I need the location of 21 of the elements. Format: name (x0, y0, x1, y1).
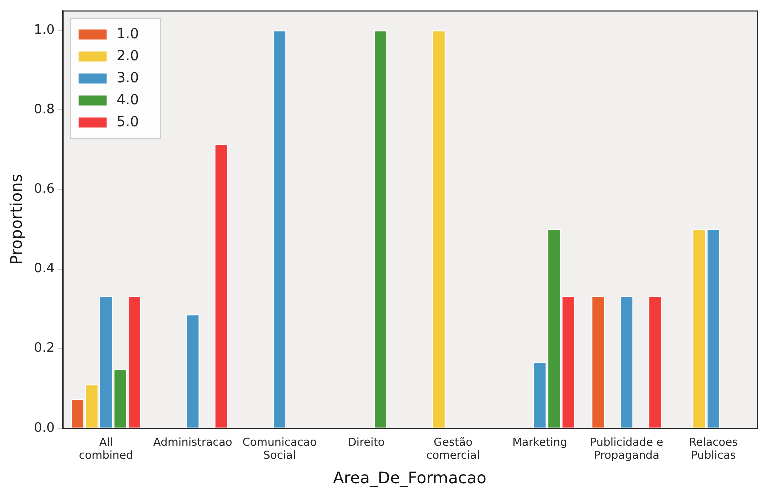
y-tick-label: 0.6 (34, 182, 55, 198)
legend-label: 4.0 (116, 92, 140, 108)
x-tick-label: Gestão comercial (426, 436, 480, 462)
x-axis-title: Area_De_Formacao (333, 468, 487, 488)
x-tick-label: All combined (79, 436, 134, 462)
x-tick-label: Direito (348, 436, 386, 449)
y-tick-label: 0.4 (34, 262, 55, 277)
y-axis-title: Proportions (6, 174, 26, 266)
legend-label: 1.0 (116, 26, 140, 42)
x-tick-label: Administracao (154, 436, 233, 449)
x-tick-label: Publicidade e Propaganda (590, 436, 664, 462)
x-tick-label: Relacoes Publicas (689, 436, 738, 462)
x-tick-label: Marketing (512, 436, 568, 449)
legend-label: 5.0 (116, 114, 140, 130)
y-tick-label: 1.0 (34, 23, 55, 38)
x-tick-label: Comunicacao Social (242, 436, 318, 462)
legend-label: 3.0 (116, 70, 140, 86)
y-tick-label: 0.8 (34, 102, 55, 118)
y-tick-label: 0.0 (34, 420, 55, 436)
y-tick-label: 0.2 (34, 341, 55, 356)
legend-label: 2.0 (116, 48, 140, 64)
